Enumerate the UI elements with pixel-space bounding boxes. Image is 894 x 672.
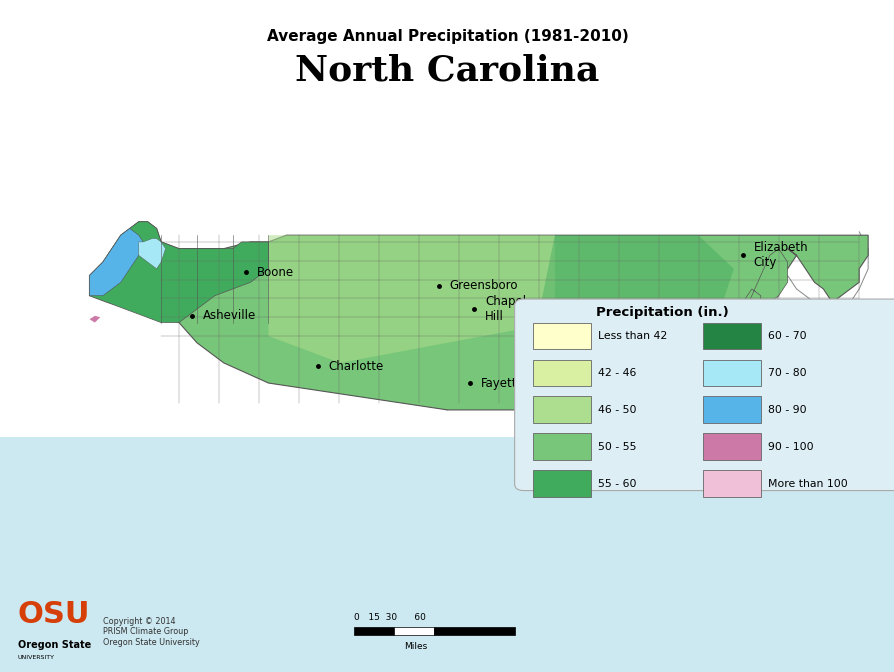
Text: 0   15  30      60: 0 15 30 60: [353, 613, 425, 622]
Text: 55 - 60: 55 - 60: [597, 479, 636, 489]
Bar: [532, 360, 590, 386]
Text: Fayetteville: Fayetteville: [480, 376, 548, 390]
Bar: [532, 396, 590, 423]
Text: 80 - 90: 80 - 90: [767, 405, 805, 415]
Text: RALEIGH: RALEIGH: [536, 299, 595, 312]
Text: More than 100: More than 100: [767, 479, 847, 489]
Bar: [0, 0, 894, 437]
Polygon shape: [139, 239, 165, 269]
Text: 60 - 70: 60 - 70: [767, 331, 805, 341]
Bar: [702, 433, 760, 460]
Text: 90 - 100: 90 - 100: [767, 442, 813, 452]
Text: Average Annual Precipitation (1981-2010): Average Annual Precipitation (1981-2010): [266, 30, 628, 44]
Bar: [702, 323, 760, 349]
Text: Oregon State: Oregon State: [18, 640, 91, 650]
Text: Charlotte: Charlotte: [328, 360, 384, 373]
Text: Less than 42: Less than 42: [597, 331, 666, 341]
Bar: [353, 627, 393, 635]
Text: Copyright © 2014
PRISM Climate Group
Oregon State University: Copyright © 2014 PRISM Climate Group Ore…: [103, 617, 199, 646]
Polygon shape: [268, 235, 554, 363]
Polygon shape: [89, 316, 100, 323]
Text: 46 - 50: 46 - 50: [597, 405, 636, 415]
Text: 42 - 46: 42 - 46: [597, 368, 636, 378]
Bar: [532, 433, 590, 460]
Bar: [532, 323, 590, 349]
Polygon shape: [89, 222, 268, 323]
Text: Greenville: Greenville: [654, 306, 714, 319]
Text: Wilmington: Wilmington: [587, 437, 654, 450]
FancyBboxPatch shape: [514, 299, 894, 491]
Text: OSU: OSU: [18, 600, 90, 630]
Text: UNIVERSITY: UNIVERSITY: [18, 655, 55, 660]
Bar: [702, 470, 760, 497]
Text: Asheville: Asheville: [203, 309, 256, 323]
Text: Miles: Miles: [404, 642, 427, 650]
Polygon shape: [89, 222, 867, 410]
Bar: [434, 627, 514, 635]
Text: Chapel
Hill: Chapel Hill: [485, 295, 526, 323]
Polygon shape: [742, 249, 787, 316]
Text: Elizabeth
City: Elizabeth City: [753, 241, 807, 269]
Polygon shape: [89, 228, 143, 296]
Text: 50 - 55: 50 - 55: [597, 442, 636, 452]
Text: Greensboro: Greensboro: [449, 279, 518, 292]
Text: North Carolina: North Carolina: [295, 54, 599, 87]
Text: Boone: Boone: [257, 265, 293, 279]
Bar: [393, 627, 434, 635]
Polygon shape: [536, 235, 733, 383]
Text: 70 - 80: 70 - 80: [767, 368, 805, 378]
Text: Precipitation (in.): Precipitation (in.): [595, 306, 728, 319]
Bar: [702, 396, 760, 423]
Bar: [532, 470, 590, 497]
Bar: [702, 360, 760, 386]
